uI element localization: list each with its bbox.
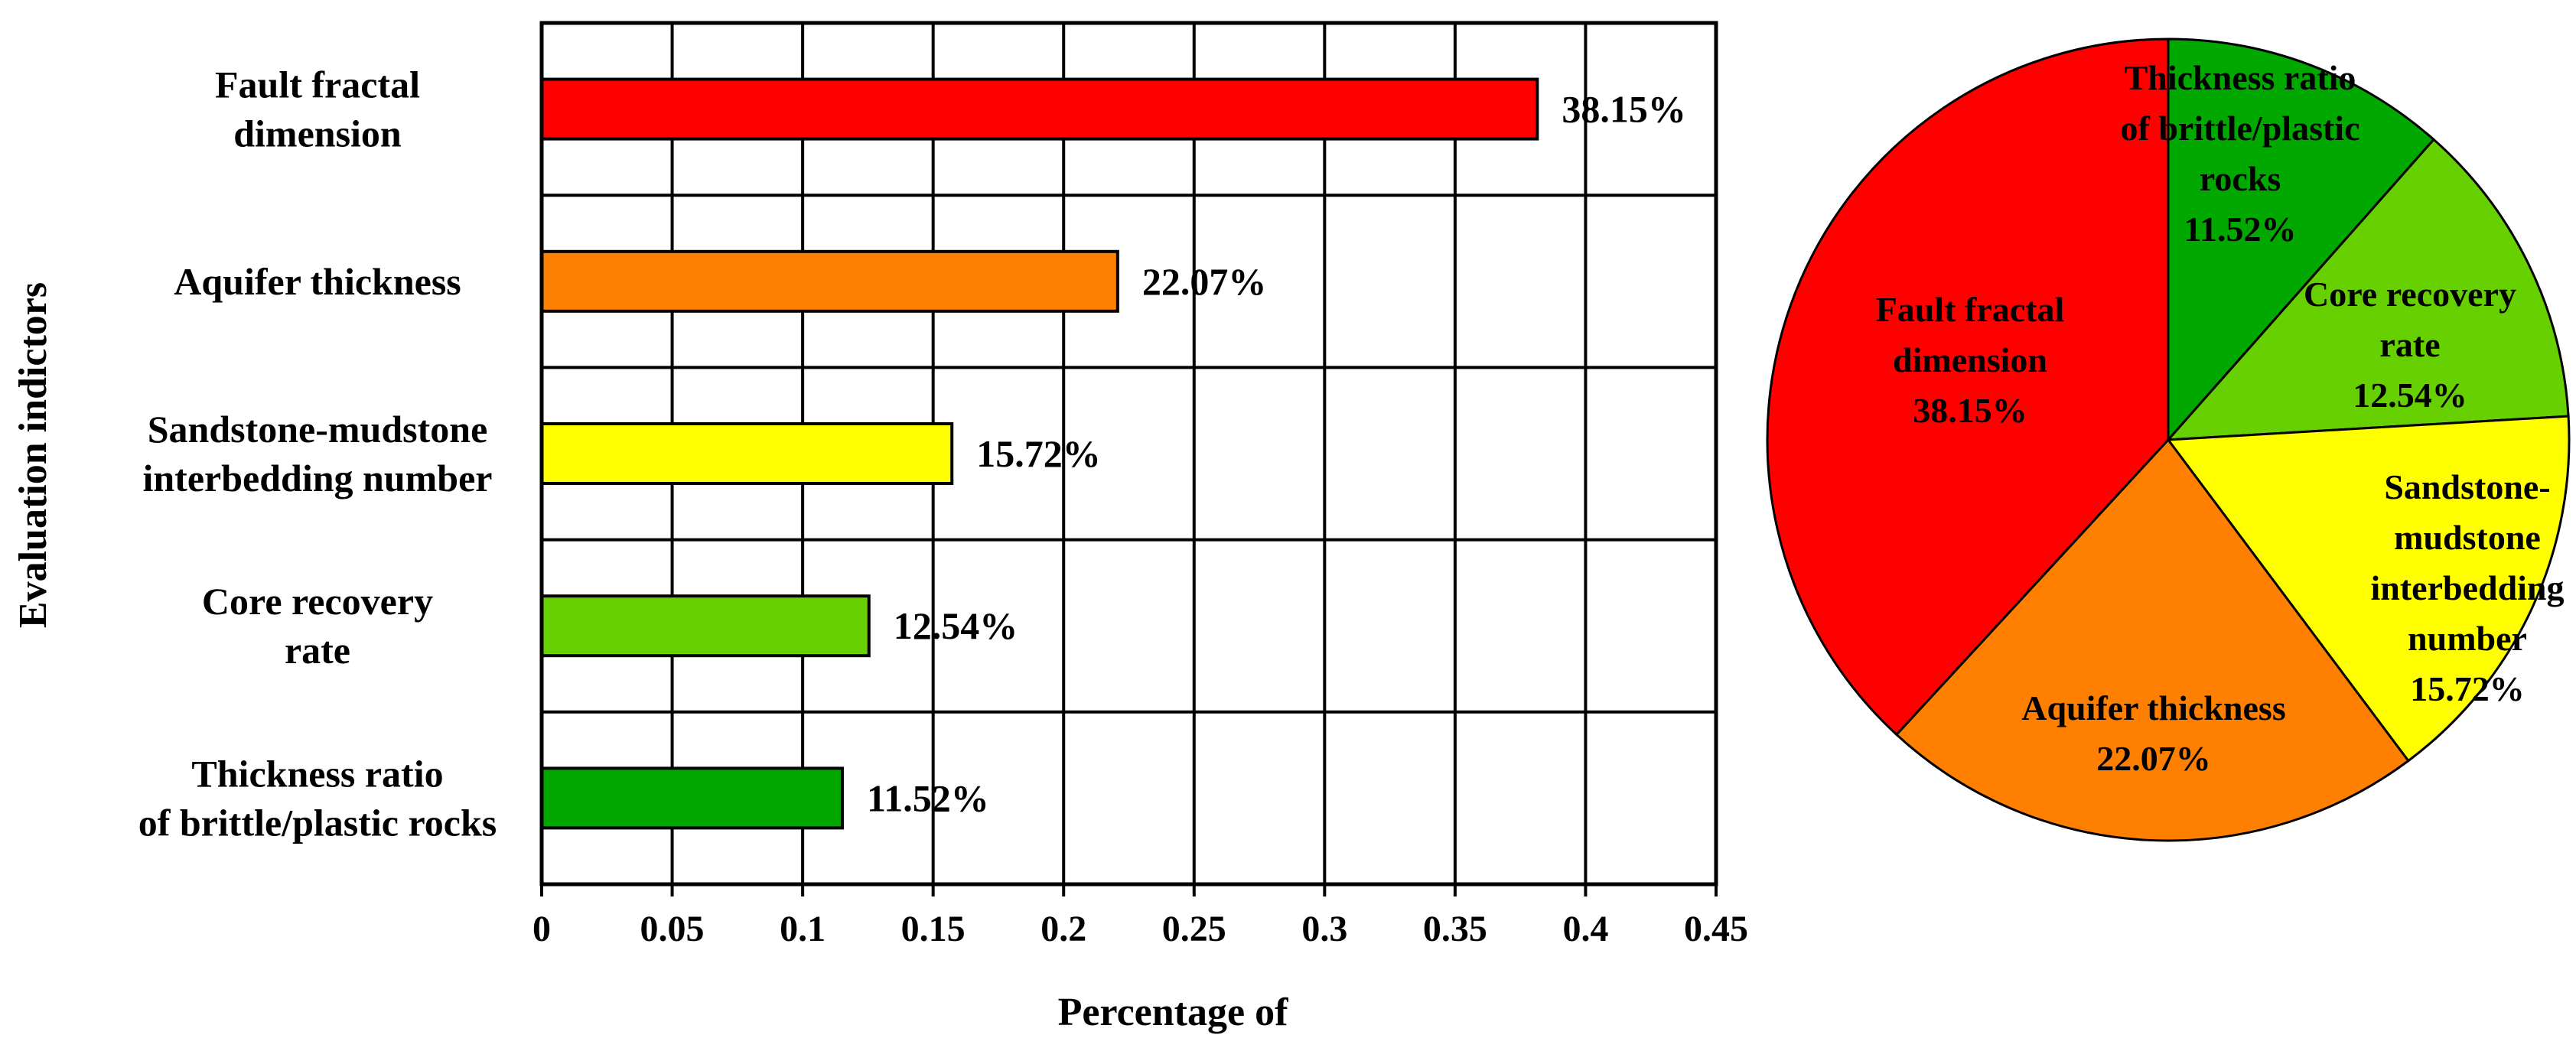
y-axis-title: Evaluation indictors xyxy=(11,282,55,628)
pie-slices xyxy=(1766,37,2571,842)
pie-slice xyxy=(2166,415,2571,763)
y-axis-categories: Fault fractal dimension Aquifer thickness S… xyxy=(138,63,497,844)
category-label: Aquifer thickness xyxy=(174,260,461,303)
pie-slice xyxy=(2167,37,2436,443)
category-label: Fault fractal dimension xyxy=(215,63,420,155)
pie-slice-label: Core recovery rate 12.54% xyxy=(2304,275,2516,415)
x-tick-label: 0.45 xyxy=(1684,909,1748,949)
x-axis-ticks: 0 0.05 0.1 0.15 0.2 0.25 0.3 0.35 0.4 0.45 xyxy=(532,884,1748,949)
category-label: Sandstone-mudstone interbedding number xyxy=(142,408,492,499)
x-tick-label: 0.1 xyxy=(780,909,826,949)
bar xyxy=(540,766,844,830)
pie-slice-label: Sandstone-mudstone interbedding number 15.7… xyxy=(2370,467,2564,708)
pie-slice-label: Thickness ratio of brittle/plastic rocks 11… xyxy=(2121,58,2360,249)
pie-slice-labels: Thickness ratio of brittle/plastic rocks 11… xyxy=(1876,58,2565,778)
bar xyxy=(540,594,871,658)
bar-value-labels: 38.15% 22.07% 15.72% 12.54% 11.52% xyxy=(867,88,1686,820)
bar-value-label: 22.07% xyxy=(1142,260,1267,303)
pie-slice xyxy=(2165,138,2570,441)
x-tick-label: 0.05 xyxy=(640,909,705,949)
category-label: Core recovery rate xyxy=(202,580,433,672)
bar-grid xyxy=(542,23,1716,884)
bar-value-label: 15.72% xyxy=(976,432,1101,475)
pie-chart: Thickness ratio of brittle/plastic rocks 11… xyxy=(1766,37,2571,842)
bar xyxy=(540,77,1539,141)
pie-slice-label: Fault fractal dimension 38.15% xyxy=(1876,290,2065,430)
plot-border xyxy=(539,21,1718,887)
bar-value-label: 38.15% xyxy=(1562,88,1686,131)
x-tick-label: 0.3 xyxy=(1301,909,1347,949)
pie-slice-label: Aquifer thickness 22.07% xyxy=(2021,688,2285,778)
x-tick-label: 0.2 xyxy=(1040,909,1086,949)
x-tick-label: 0.4 xyxy=(1562,909,1608,949)
category-label: Thickness ratio of brittle/plastic rocks xyxy=(138,752,497,844)
bar xyxy=(540,249,1119,313)
x-tick-label: 0 xyxy=(532,909,551,949)
bar-chart: 0 0.05 0.1 0.15 0.2 0.25 0.3 0.35 0.4 0.45 Fault … xyxy=(11,21,1748,1034)
bar-series xyxy=(540,77,1539,830)
bar-value-label: 12.54% xyxy=(894,604,1018,647)
pie-slice xyxy=(1766,37,2170,737)
pie-slice xyxy=(1894,438,2410,842)
bar xyxy=(540,422,954,485)
bar-value-label: 11.52% xyxy=(867,776,989,819)
x-tick-label: 0.25 xyxy=(1162,909,1226,949)
x-tick-label: 0.35 xyxy=(1423,909,1487,949)
x-tick-label: 0.15 xyxy=(901,909,966,949)
x-axis-title: Percentage of xyxy=(1058,991,1288,1034)
bar-plot-frame xyxy=(539,21,1718,887)
